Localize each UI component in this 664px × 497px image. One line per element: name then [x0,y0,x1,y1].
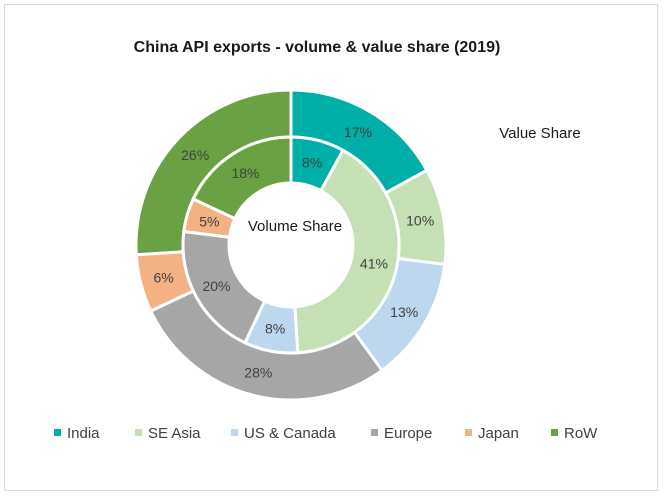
slice-labels: 17% 10% 13% 28% 6% 26% 8% 41% 8% 20% 5% 18% [154,124,435,381]
outer-label-india: 17% [344,124,372,140]
inner-label-se-asia: 41% [360,256,388,272]
legend-swatch-europe [371,429,378,436]
legend-label-se-asia: SE Asia [148,425,201,442]
outer-ring-label: Value Share [499,125,580,142]
inner-label-row: 18% [231,165,259,181]
legend: India SE Asia US & Canada Europe Japan RoW [54,425,598,442]
legend-label-row: RoW [564,425,598,442]
inner-label-europe: 20% [202,278,230,294]
legend-item-se-asia: SE Asia [135,425,201,442]
legend-label-japan: Japan [478,425,519,442]
inner-ring-label: Volume Share [248,218,342,235]
inner-slice-se-asia [293,148,401,355]
inner-ring [181,135,401,355]
legend-item-row: RoW [551,425,598,442]
legend-swatch-row [551,429,558,436]
legend-item-japan: Japan [465,425,519,442]
legend-item-europe: Europe [371,425,432,442]
inner-slice-row [191,135,293,221]
legend-item-us-canada: US & Canada [231,425,336,442]
legend-item-india: India [54,425,100,442]
legend-swatch-se-asia [135,429,142,436]
outer-ring [134,88,448,402]
legend-label-us-canada: US & Canada [244,425,336,442]
legend-label-europe: Europe [384,425,432,442]
outer-label-row: 26% [181,147,209,163]
legend-swatch-japan [465,429,472,436]
inner-label-japan: 5% [199,213,219,229]
outer-label-se-asia: 10% [406,212,434,228]
inner-label-india: 8% [302,155,322,171]
legend-swatch-us-canada [231,429,238,436]
chart-title: China API exports - volume & value share… [134,39,501,56]
chart-frame [4,4,658,491]
outer-label-us-canada: 13% [390,304,418,320]
legend-swatch-india [54,429,61,436]
inner-label-us-canada: 8% [265,320,285,336]
outer-label-europe: 28% [244,364,272,380]
legend-label-india: India [67,425,100,442]
outer-label-japan: 6% [154,270,174,286]
